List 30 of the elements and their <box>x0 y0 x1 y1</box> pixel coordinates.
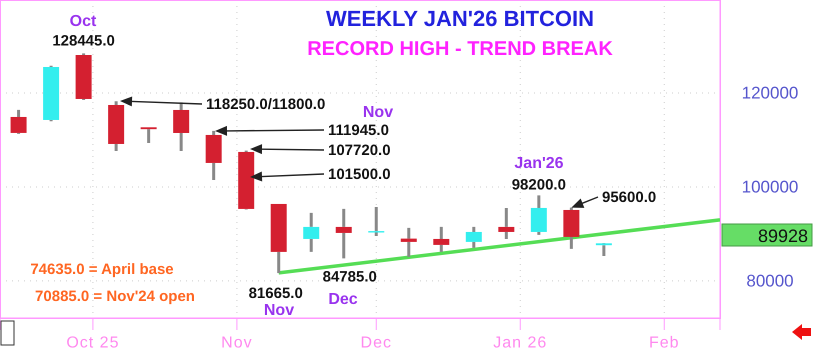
y-tick-label: 120000 <box>742 83 798 102</box>
annotation: Nov <box>264 302 294 319</box>
annotation: Jan'26 <box>514 155 564 172</box>
annotation: 118250.0/11800.0 <box>206 96 326 113</box>
annotation: 101500.0 <box>328 166 391 183</box>
candlestick <box>76 53 92 100</box>
annotation: 84785.0 <box>322 268 377 286</box>
chart-title: WEEKLY JAN'26 BITCOIN <box>326 6 594 31</box>
annotation: 70885.0 = Nov'24 open <box>35 288 195 305</box>
text: 89928 <box>758 226 808 246</box>
x-tick-label: Nov <box>221 334 253 351</box>
annotation: 111945.0 <box>328 122 389 139</box>
x-tick-label: Dec <box>360 334 392 351</box>
annotation: Nov <box>362 104 394 121</box>
y-tick-label: 100000 <box>742 177 798 196</box>
annotation: 128445.0 <box>52 32 115 50</box>
candlestick <box>43 66 60 122</box>
candlestick <box>238 150 254 209</box>
annotation: Dec <box>328 291 358 308</box>
annotation: 98200.0 <box>512 176 566 194</box>
x-tick-label: Feb <box>648 334 680 351</box>
x-tick-label: Oct 25 <box>66 334 120 351</box>
annotation: 107720.0 <box>328 142 391 159</box>
annotation: 74635.0 = April base <box>30 261 174 278</box>
y-tick-label: 80000 <box>746 271 794 290</box>
annotation: 81665.0 <box>248 285 303 302</box>
text: RECORD HIGH - TREND BREAK <box>307 38 614 60</box>
annotation: 95600.0 <box>602 189 656 206</box>
x-tick-label: Jan 26 <box>493 334 548 351</box>
annotation: Oct <box>70 13 98 30</box>
